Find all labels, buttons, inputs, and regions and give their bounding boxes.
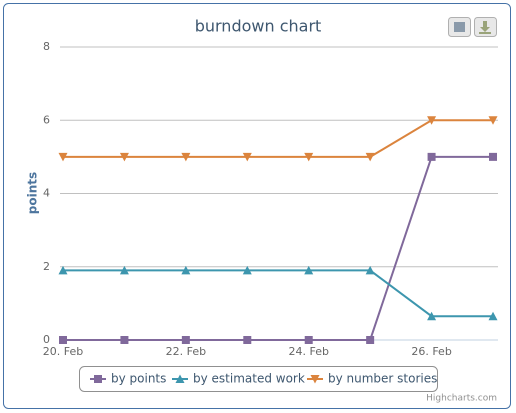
export-icon	[479, 21, 491, 34]
marker	[242, 265, 252, 275]
marker	[365, 265, 375, 275]
legend-box	[79, 366, 438, 392]
marker	[243, 336, 252, 344]
legend-label[interactable]: by estimated work	[193, 372, 305, 386]
y-tick-label: 2	[43, 260, 50, 273]
x-tick-label: 22. Feb	[166, 345, 206, 358]
series-line	[63, 119, 494, 158]
export-button[interactable]	[474, 17, 497, 37]
marker	[120, 336, 129, 344]
marker	[427, 152, 436, 161]
marker	[58, 265, 68, 275]
marker	[242, 152, 252, 162]
series-line	[63, 269, 494, 318]
marker	[59, 336, 67, 344]
legend-marker	[175, 374, 185, 383]
chart-border	[3, 3, 511, 409]
marker	[304, 152, 314, 162]
marker	[181, 152, 191, 162]
chart-title: burndown chart	[195, 17, 322, 36]
marker	[58, 152, 68, 162]
legend-marker	[94, 375, 102, 383]
y-axis-label: points	[26, 172, 40, 214]
marker	[427, 116, 437, 125]
y-tick-label: 0	[43, 333, 50, 346]
x-tick-label: 24. Feb	[288, 345, 328, 358]
legend-label[interactable]: by points	[111, 372, 166, 386]
marker	[304, 265, 314, 275]
marker	[304, 336, 313, 344]
print-icon	[454, 22, 465, 32]
series-line	[63, 155, 494, 341]
marker	[181, 265, 191, 275]
x-tick-label: 26. Feb	[411, 345, 451, 358]
marker	[119, 265, 129, 275]
y-tick-label: 4	[43, 187, 50, 200]
credits[interactable]: Highcharts.com	[426, 394, 497, 404]
marker	[488, 116, 498, 125]
legend-marker	[310, 375, 320, 384]
marker	[488, 311, 498, 321]
marker	[366, 336, 375, 344]
y-tick-label: 8	[43, 40, 50, 53]
marker	[427, 311, 437, 321]
legend-label[interactable]: by number stories	[328, 372, 437, 386]
print-button[interactable]	[448, 17, 471, 37]
marker	[489, 152, 498, 161]
x-tick-label: 20. Feb	[43, 345, 83, 358]
marker	[365, 152, 375, 162]
marker	[119, 152, 129, 162]
marker	[181, 336, 190, 344]
y-tick-label: 6	[43, 113, 50, 126]
